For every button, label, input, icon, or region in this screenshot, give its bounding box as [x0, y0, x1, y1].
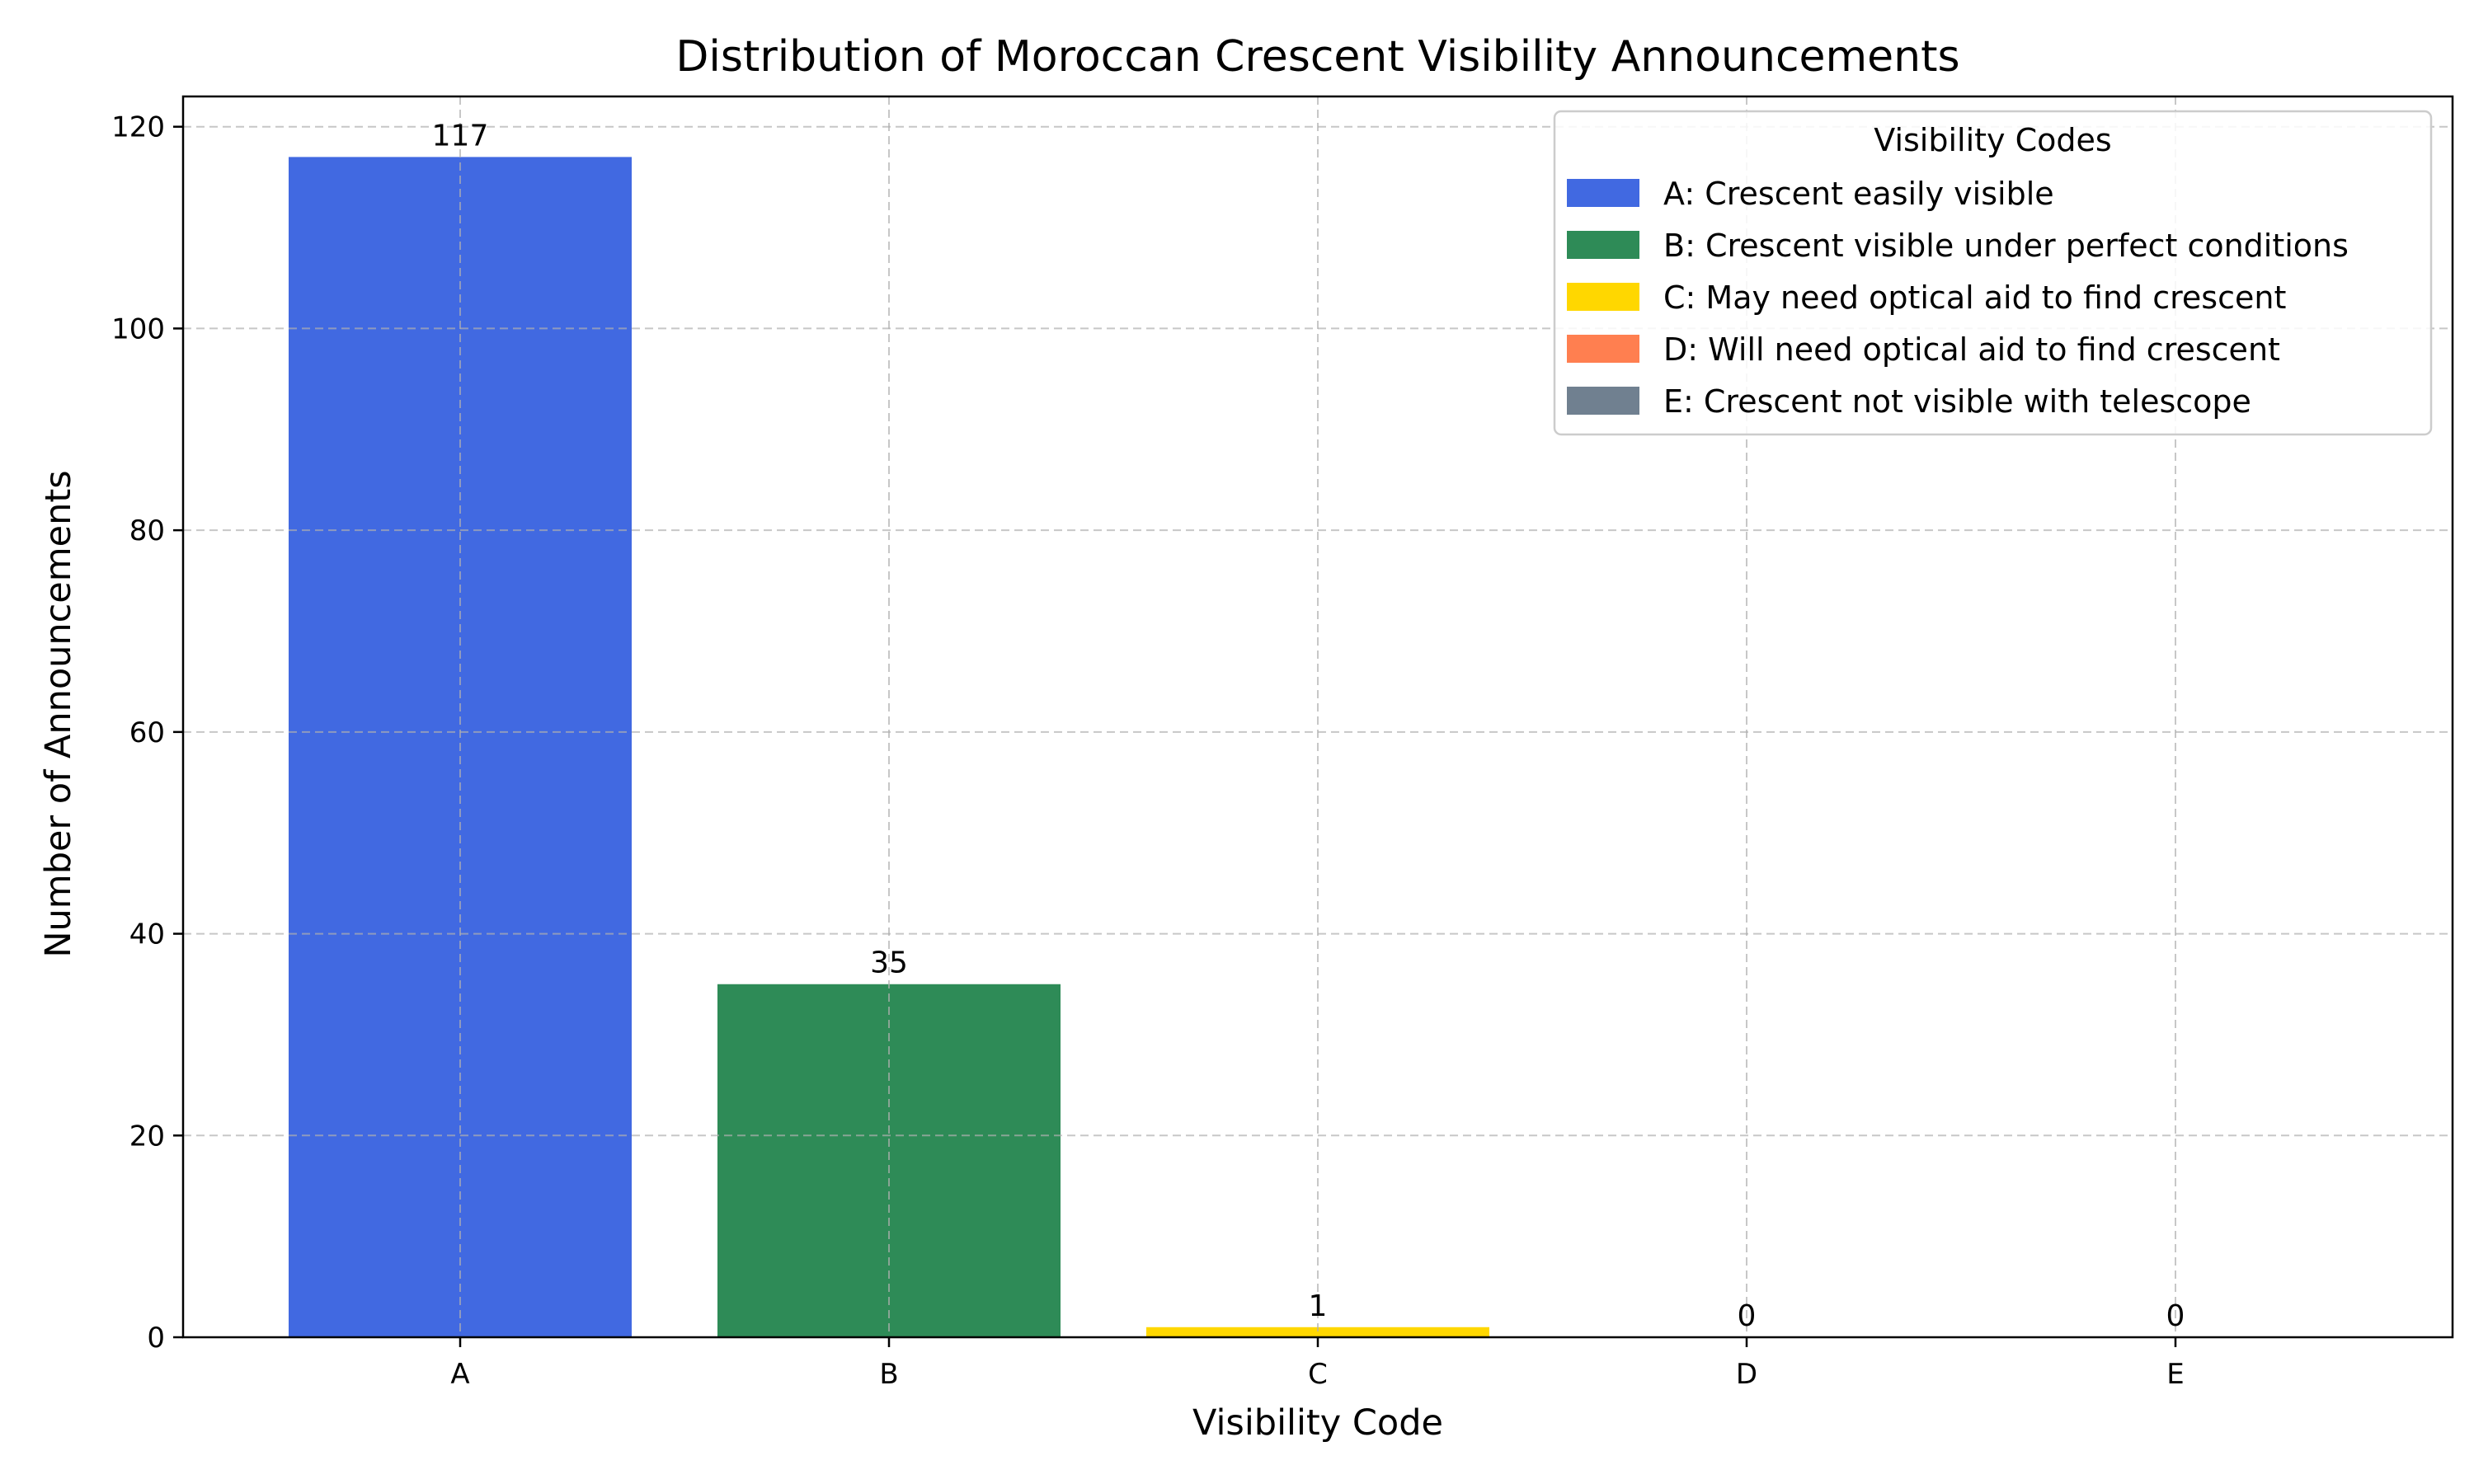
x-tick-label-c: C — [1308, 1358, 1328, 1391]
legend-entry-b: B: Crescent visible under perfect condit… — [1663, 228, 2349, 264]
x-axis-label: Visibility Code — [1192, 1402, 1443, 1444]
legend-swatch-a — [1567, 179, 1639, 207]
legend-box — [1553, 110, 2433, 436]
y-tick-label: 40 — [129, 918, 165, 951]
legend-entry-d: D: Will need optical aid to find crescen… — [1663, 331, 2280, 368]
x-tick-label-e: E — [2166, 1358, 2184, 1391]
x-tick-label-b: B — [879, 1358, 898, 1391]
bar-c — [1146, 1327, 1489, 1337]
y-tick-label: 100 — [111, 312, 165, 345]
data-label-c: 1 — [1309, 1289, 1328, 1323]
x-tick-label-d: D — [1736, 1358, 1757, 1391]
data-label-b: 35 — [870, 946, 908, 980]
legend-entry-e: E: Crescent not visible with telescope — [1663, 383, 2251, 420]
y-tick-label: 80 — [129, 514, 165, 547]
legend-entry-a: A: Crescent easily visible — [1663, 176, 2054, 212]
legend-swatch-c — [1567, 283, 1639, 311]
legend-swatch-d — [1567, 335, 1639, 363]
y-tick-label: 60 — [129, 716, 165, 749]
chart-title: Distribution of Moroccan Crescent Visibi… — [675, 32, 1959, 82]
data-label-e: 0 — [2166, 1299, 2185, 1333]
legend-title: Visibility Codes — [1874, 122, 2111, 158]
legend-swatch-e — [1567, 387, 1639, 415]
legend-entry-c: C: May need optical aid to find crescent — [1663, 279, 2286, 316]
y-axis-label: Number of Announcements — [38, 470, 79, 957]
data-labels: 117 35 1 0 0 — [432, 119, 2185, 1333]
y-tick-label: 120 — [111, 111, 165, 144]
y-tick-label: 20 — [129, 1120, 165, 1153]
data-label-d: 0 — [1738, 1299, 1757, 1333]
x-tick-label-a: A — [450, 1358, 469, 1391]
y-tick-label: 0 — [147, 1322, 165, 1355]
legend: Visibility Codes A: Crescent easily visib… — [1553, 110, 2433, 436]
legend-swatch-b — [1567, 231, 1639, 259]
data-label-a: 117 — [432, 119, 489, 153]
